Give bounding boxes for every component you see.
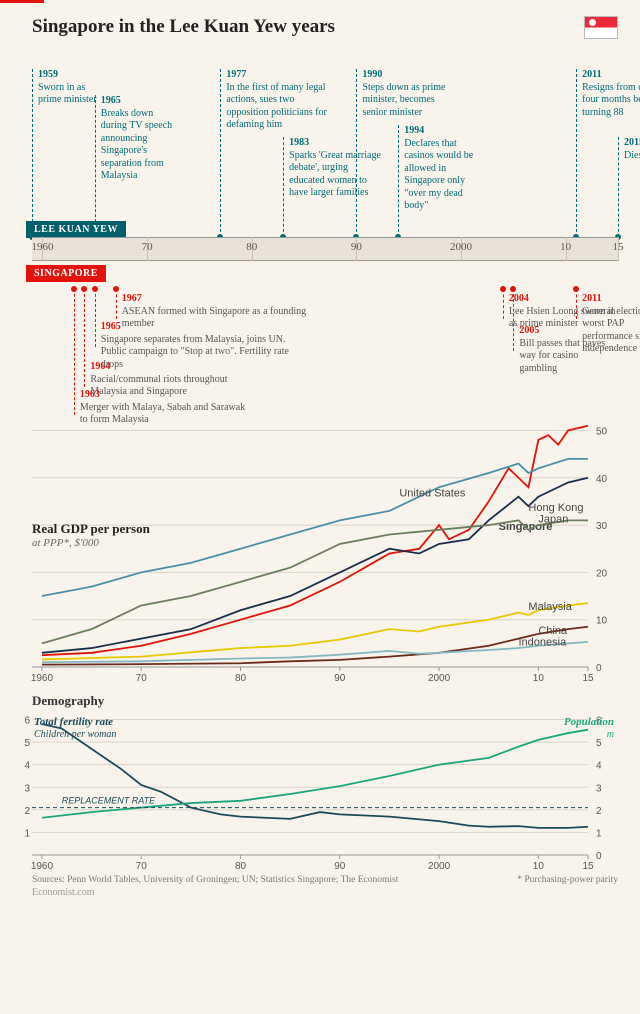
series-hong-kong [42,478,588,653]
svg-text:4: 4 [24,761,30,772]
svg-text:1: 1 [596,828,602,839]
svg-text:3: 3 [24,783,30,794]
series-china [42,627,588,665]
series-label-united-states: United States [399,488,466,500]
svg-text:1960: 1960 [31,673,54,684]
gdp-chart-title: Real GDP per person [32,521,150,537]
svg-text:10: 10 [596,616,608,627]
svg-text:50: 50 [596,426,608,437]
svg-text:2000: 2000 [428,673,451,684]
demography-chart: 0123456196070809020001015REPLACEMENT RAT… [32,709,618,871]
decade-tick-label: 15 [613,241,624,253]
singapore-events: 1963 Merger with Malaya, Sabah and Saraw… [32,289,618,411]
lky-event: 1965Breaks down during TV speech announc… [95,95,177,237]
singapore-event: 2011 General elections: worst PAP perfor… [576,289,640,319]
svg-text:5: 5 [24,738,30,749]
gdp-chart-subtitle: at PPP*, $'000 [32,537,150,549]
lky-event: 1994Declares that casinos would be allow… [398,125,488,237]
singapore-event: 1967 ASEAN formed with Singapore as a fo… [116,289,316,319]
series-label-china: China [538,625,568,637]
replacement-rate-label: REPLACEMENT RATE [62,796,156,806]
series-label-malaysia: Malaysia [528,601,572,613]
svg-text:4: 4 [596,761,602,772]
series-label-hong-kong: Hong Kong [528,502,583,514]
gdp-chart-section: Real GDP per person at PPP*, $'000 01020… [32,415,618,685]
decade-tick-label: 1960 [31,241,53,253]
svg-text:2000: 2000 [428,861,451,872]
svg-text:0: 0 [596,851,602,862]
svg-text:Children per woman: Children per woman [34,729,116,740]
svg-text:5: 5 [596,738,602,749]
demography-section: Demography 0123456196070809020001015REPL… [32,693,618,871]
decade-tick-label: 70 [142,241,153,253]
singapore-flag-icon [584,16,618,39]
sources-row: Sources: Penn World Tables, University o… [32,875,618,885]
svg-text:70: 70 [136,861,148,872]
svg-text:m: m [607,729,614,740]
timeline-axis: 196070809020001015 [32,237,618,261]
svg-text:0: 0 [596,663,602,674]
gdp-chart: 01020304050196070809020001015SingaporeUn… [32,415,618,685]
page-container: { "meta": { "title": "Singapore in the L… [0,0,640,906]
site-credit: Economist.com [32,887,618,898]
economist-brand-bar [0,0,44,3]
fertility-axis-label: Total fertility rate [34,716,113,728]
sources-text: Sources: Penn World Tables, University o… [32,875,398,885]
svg-text:20: 20 [596,568,608,579]
decade-tick-label: 80 [246,241,257,253]
page-title: Singapore in the Lee Kuan Yew years [32,16,335,38]
timeline-section: 1959Sworn in as prime minister1965Breaks… [32,45,618,283]
svg-text:90: 90 [334,673,346,684]
series-label-japan: Japan [538,514,568,526]
svg-text:40: 40 [596,474,608,485]
lky-badge: LEE KUAN YEW [26,221,126,238]
svg-text:2: 2 [24,806,30,817]
svg-text:90: 90 [334,861,346,872]
header: Singapore in the Lee Kuan Yew years [32,16,618,39]
svg-text:3: 3 [596,783,602,794]
svg-text:6: 6 [24,716,30,727]
ppp-footnote: * Purchasing-power parity [517,875,618,885]
series-fertility [42,724,588,828]
svg-text:80: 80 [235,673,247,684]
lky-event: 2015Dies aged 91 [618,137,640,237]
decade-tick-label: 90 [351,241,362,253]
singapore-badge: SINGAPORE [26,265,106,282]
svg-text:15: 15 [582,673,594,684]
svg-text:30: 30 [596,521,608,532]
demography-title: Demography [32,693,618,709]
decade-tick-label: 2000 [450,241,472,253]
svg-text:2: 2 [596,806,602,817]
svg-text:10: 10 [533,861,545,872]
series-indonesia [42,642,588,662]
decade-tick-label: 10 [560,241,571,253]
svg-text:70: 70 [136,673,148,684]
population-axis-label: Population [564,716,614,728]
svg-text:1960: 1960 [31,861,54,872]
svg-text:80: 80 [235,861,247,872]
svg-text:10: 10 [533,673,545,684]
series-malaysia [42,603,588,659]
series-label-indonesia: Indonesia [519,637,568,649]
svg-text:1: 1 [24,828,30,839]
svg-text:15: 15 [582,861,594,872]
